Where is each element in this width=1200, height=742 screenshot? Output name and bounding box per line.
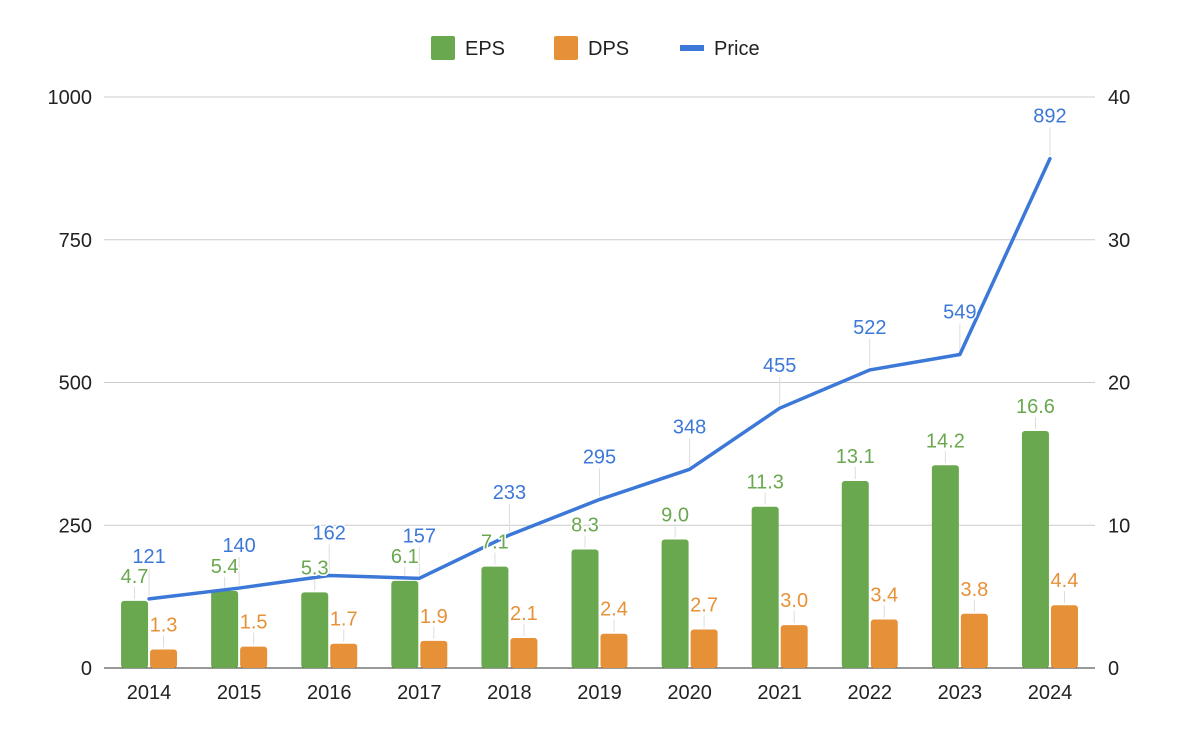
legend-swatch-eps — [431, 36, 455, 60]
y-right-tick-label: 30 — [1108, 230, 1130, 252]
bar-eps — [751, 506, 779, 668]
data-label-dps: 3.0 — [780, 590, 808, 612]
data-label-eps: 16.6 — [1016, 396, 1055, 418]
data-label-eps: 5.4 — [211, 556, 239, 578]
bar-eps — [841, 480, 869, 668]
bar-eps — [931, 465, 959, 668]
data-label-dps: 1.5 — [240, 612, 268, 634]
x-tick-label: 2019 — [577, 682, 622, 704]
bar-series — [121, 431, 1078, 668]
legend-label-eps: EPS — [465, 38, 505, 60]
data-label-eps: 9.0 — [661, 505, 689, 527]
bar-eps — [481, 566, 509, 668]
data-label-price: 348 — [673, 416, 706, 438]
y-left-tick-label: 500 — [59, 373, 92, 395]
data-label-price: 121 — [132, 546, 165, 568]
x-tick-label: 2016 — [307, 682, 352, 704]
bar-dps — [780, 625, 808, 668]
x-tick-label: 2018 — [487, 682, 532, 704]
bar-dps — [330, 643, 358, 668]
y-left-tick-label: 750 — [59, 230, 92, 252]
x-tick-label: 2024 — [1028, 682, 1073, 704]
legend-swatch-dps — [554, 36, 578, 60]
data-label-price: 295 — [583, 447, 616, 469]
x-tick-label: 2020 — [667, 682, 712, 704]
bar-eps — [571, 549, 599, 668]
data-label-price: 455 — [763, 355, 796, 377]
bar-dps — [510, 638, 538, 668]
y-right-tick-label: 0 — [1108, 658, 1119, 680]
bar-eps — [391, 580, 419, 668]
y-left-tick-label: 0 — [81, 658, 92, 680]
data-label-price: 892 — [1033, 106, 1066, 128]
data-label-dps: 2.7 — [690, 594, 718, 616]
x-tick-label: 2023 — [938, 682, 983, 704]
data-label-dps: 3.8 — [960, 579, 988, 601]
data-label-dps: 4.4 — [1051, 570, 1079, 592]
bar-dps — [240, 646, 268, 668]
x-tick-label: 2022 — [848, 682, 893, 704]
legend: EPS DPS Price — [431, 36, 760, 60]
data-label-price: 157 — [403, 525, 436, 547]
x-axis: 2014 2015 2016 2017 2018 2019 2020 2021 2022 2023… — [127, 682, 1072, 704]
x-tick-label: 2015 — [217, 682, 262, 704]
line-price — [147, 156, 1052, 601]
bar-eps — [1021, 431, 1049, 668]
y-right-tick-label: 10 — [1108, 515, 1130, 537]
data-label-price: 140 — [222, 535, 255, 557]
legend-label-dps: DPS — [588, 38, 629, 60]
data-label-dps: 1.9 — [420, 606, 448, 628]
bar-dps — [960, 613, 988, 668]
y-axis-right: 0 10 20 30 40 — [1108, 87, 1130, 680]
data-label-dps: 2.4 — [600, 599, 628, 621]
data-label-price: 162 — [313, 522, 346, 544]
bar-dps — [1050, 605, 1078, 668]
bar-dps — [870, 619, 898, 668]
data-label-eps: 8.3 — [571, 515, 599, 537]
bar-eps — [211, 590, 239, 668]
x-tick-label: 2017 — [397, 682, 442, 704]
bar-dps — [150, 649, 178, 668]
data-labels: 4.7 5.4 5.3 6.1 7.1 8.3 9.0 11.3 13.1 14.2 16.6 1.3… — [119, 104, 1080, 638]
data-label-eps: 4.7 — [121, 566, 149, 588]
y-axis-left: 0 250 500 750 1000 — [48, 87, 93, 680]
gridlines — [104, 96, 1095, 669]
data-label-eps: 14.2 — [926, 430, 965, 452]
y-left-tick-label: 1000 — [48, 87, 93, 109]
data-label-eps: 6.1 — [391, 546, 419, 568]
legend-swatch-price — [680, 45, 704, 51]
y-right-tick-label: 40 — [1108, 87, 1130, 109]
data-label-eps: 11.3 — [746, 472, 783, 494]
data-label-dps: 2.1 — [510, 603, 538, 625]
data-label-price: 233 — [493, 482, 526, 504]
data-label-dps: 1.3 — [150, 614, 178, 636]
data-label-dps: 3.4 — [870, 584, 898, 606]
price-line-series — [147, 156, 1052, 601]
y-right-tick-label: 20 — [1108, 373, 1130, 395]
y-left-tick-label: 250 — [59, 515, 92, 537]
x-tick-label: 2021 — [757, 682, 802, 704]
data-label-eps: 7.1 — [481, 532, 509, 554]
data-label-eps: 13.1 — [836, 446, 875, 468]
data-label-eps: 5.3 — [301, 557, 329, 579]
data-label-price: 522 — [853, 317, 886, 339]
data-label-price: 549 — [943, 302, 976, 324]
legend-label-price: Price — [714, 38, 760, 60]
bar-dps — [690, 629, 718, 668]
bar-eps — [661, 539, 689, 668]
label-leader-lines — [134, 127, 1065, 648]
data-label-dps: 1.7 — [330, 609, 358, 631]
bar-eps — [301, 592, 329, 668]
bar-eps — [121, 600, 149, 668]
bar-dps — [420, 640, 448, 668]
bar-dps — [600, 633, 628, 668]
x-tick-label: 2014 — [127, 682, 172, 704]
